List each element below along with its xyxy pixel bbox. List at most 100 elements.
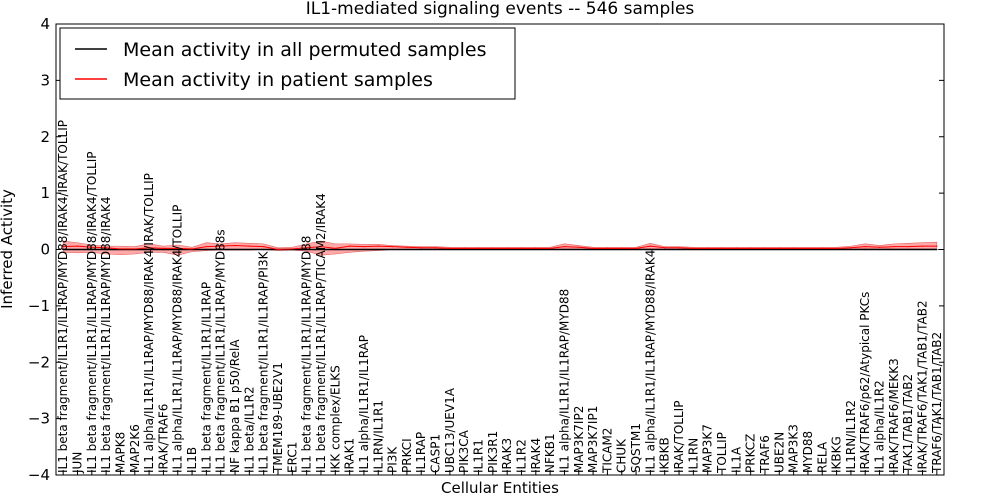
patient-mean-point <box>520 247 523 249</box>
permuted-mean-point <box>635 248 637 251</box>
patient-mean-point <box>205 246 207 248</box>
permuted-mean-point <box>520 248 523 251</box>
patient-mean-point <box>721 247 723 249</box>
x-tick-label: IL1RN <box>686 438 700 473</box>
permuted-mean-point <box>148 248 150 251</box>
patient-mean-point <box>578 246 580 248</box>
patient-mean-point <box>835 247 838 249</box>
permuted-mean-point <box>921 248 924 251</box>
permuted-mean-point <box>807 248 809 251</box>
permuted-mean-point <box>606 248 609 251</box>
patient-mean-point <box>821 247 823 249</box>
patient-mean-point <box>535 247 537 249</box>
y-tick-label: 3 <box>40 71 50 89</box>
x-tick-label: IL1R1 <box>472 439 486 473</box>
patient-mean-line <box>63 245 937 251</box>
x-tick-label: TRAF6/TAK1/TAB1/TAB2 <box>930 332 944 474</box>
patient-mean-point <box>649 245 651 247</box>
x-tick-label: MAP3K7IP2 <box>572 406 586 473</box>
permuted-mean-point <box>463 248 465 251</box>
x-tick-label: TMEM189-UBE2V1 <box>271 362 285 474</box>
x-tick-label: NFKB1 <box>543 433 557 473</box>
patient-mean-point <box>678 247 680 249</box>
patient-mean-point <box>162 247 165 249</box>
patient-mean-point <box>492 247 494 249</box>
patient-mean-point <box>406 246 408 248</box>
series-line-layer <box>56 244 944 251</box>
x-tick-label: MAPK8 <box>113 432 127 473</box>
permuted-mean-point <box>907 248 909 251</box>
permuted-mean-point <box>263 248 265 251</box>
patient-mean-point <box>893 246 895 248</box>
patient-mean-point <box>921 245 924 247</box>
patient-mean-point <box>105 247 107 249</box>
y-tick-label: 1 <box>40 184 50 202</box>
x-tick-label: IL1B <box>185 447 199 473</box>
x-tick-label: IL1 alpha/IL1R1/IL1RAP <box>357 335 371 473</box>
patient-mean-point <box>778 247 780 249</box>
permuted-mean-point <box>893 248 895 251</box>
legend-box <box>59 27 516 100</box>
permuted-mean-point <box>377 248 379 251</box>
patient-mean-point <box>234 244 236 247</box>
x-tick-label: UBE2N <box>772 432 786 473</box>
permuted-mean-point <box>62 248 64 251</box>
x-tick-label: IL1RN/IL1R2 <box>844 400 858 473</box>
permuted-mean-point <box>162 248 165 251</box>
patient-mean-point <box>793 247 795 249</box>
legend: Mean activity in all permuted samples Me… <box>59 27 516 100</box>
permuted-mean-point <box>406 248 408 251</box>
permuted-mean-point <box>850 248 852 251</box>
patient-mean-point <box>119 248 122 250</box>
permuted-mean-point <box>320 248 322 251</box>
x-tick-label: IRAK4 <box>529 438 543 473</box>
x-tick-label: IRAK/TOLLIP <box>672 401 686 473</box>
x-tick-label: IRAK/TRAF6/TAK1/TAB1/TAB2 <box>916 300 930 473</box>
patient-mean-point <box>449 247 451 249</box>
permuted-mean-point <box>391 248 394 251</box>
patient-mean-point <box>850 247 852 249</box>
x-tick-label: IL1 alpha/IL1R2 <box>873 380 887 473</box>
x-tick-label: IL1A <box>729 446 743 473</box>
x-tick-label: PRKCZ <box>744 434 758 473</box>
patient-mean-point <box>477 247 480 249</box>
permuted-mean-point <box>234 248 236 251</box>
x-tick-label: IRAK1 <box>343 438 357 473</box>
x-tick-label: CASP1 <box>429 434 443 473</box>
patient-mean-point <box>878 246 881 248</box>
patient-mean-point <box>291 248 293 250</box>
permuted-mean-point <box>649 248 651 251</box>
patient-mean-point <box>306 247 308 249</box>
patient-mean-point <box>349 245 351 247</box>
patient-mean-point <box>248 245 250 247</box>
permuted-mean-point <box>721 248 723 251</box>
y-tick-label: −1 <box>28 297 50 315</box>
permuted-mean-point <box>692 248 694 251</box>
x-tick-label: IRAK/TRAF6/p62/Atypical PKCs <box>858 292 872 473</box>
x-tick-label: TRAF6 <box>758 435 772 474</box>
y-tick-label: 4 <box>40 15 50 33</box>
permuted-mean-point <box>764 248 766 251</box>
permuted-mean-point <box>105 248 107 251</box>
x-tick-label: IL1 beta fragment/IL1R1/IL1RAP <box>199 282 213 473</box>
patient-mean-point <box>91 246 93 248</box>
patient-mean-point <box>334 247 336 249</box>
x-axis-label: Cellular Entities <box>441 479 559 497</box>
x-tick-label: IL1 beta/IL1R2 <box>242 386 256 473</box>
patient-mean-point <box>363 246 365 248</box>
patient-mean-point <box>664 247 666 249</box>
x-tick-label: IL1RN/IL1R1 <box>371 400 385 473</box>
patient-mean-point <box>635 247 637 249</box>
permuted-mean-point <box>793 248 795 251</box>
permuted-mean-point <box>835 248 838 251</box>
permuted-mean-point <box>220 248 222 251</box>
x-tick-label: MAP3K3 <box>787 424 801 473</box>
permuted-mean-point <box>735 248 737 251</box>
permuted-mean-point <box>205 248 207 251</box>
permuted-mean-point <box>420 248 422 251</box>
permuted-mean-point <box>477 248 480 251</box>
x-tick-label: IL1 alpha/IL1R1/IL1RAP/MYD88/IRAK4/TOLLI… <box>171 205 185 473</box>
permuted-mean-point <box>936 248 938 251</box>
permuted-mean-point <box>334 248 336 251</box>
